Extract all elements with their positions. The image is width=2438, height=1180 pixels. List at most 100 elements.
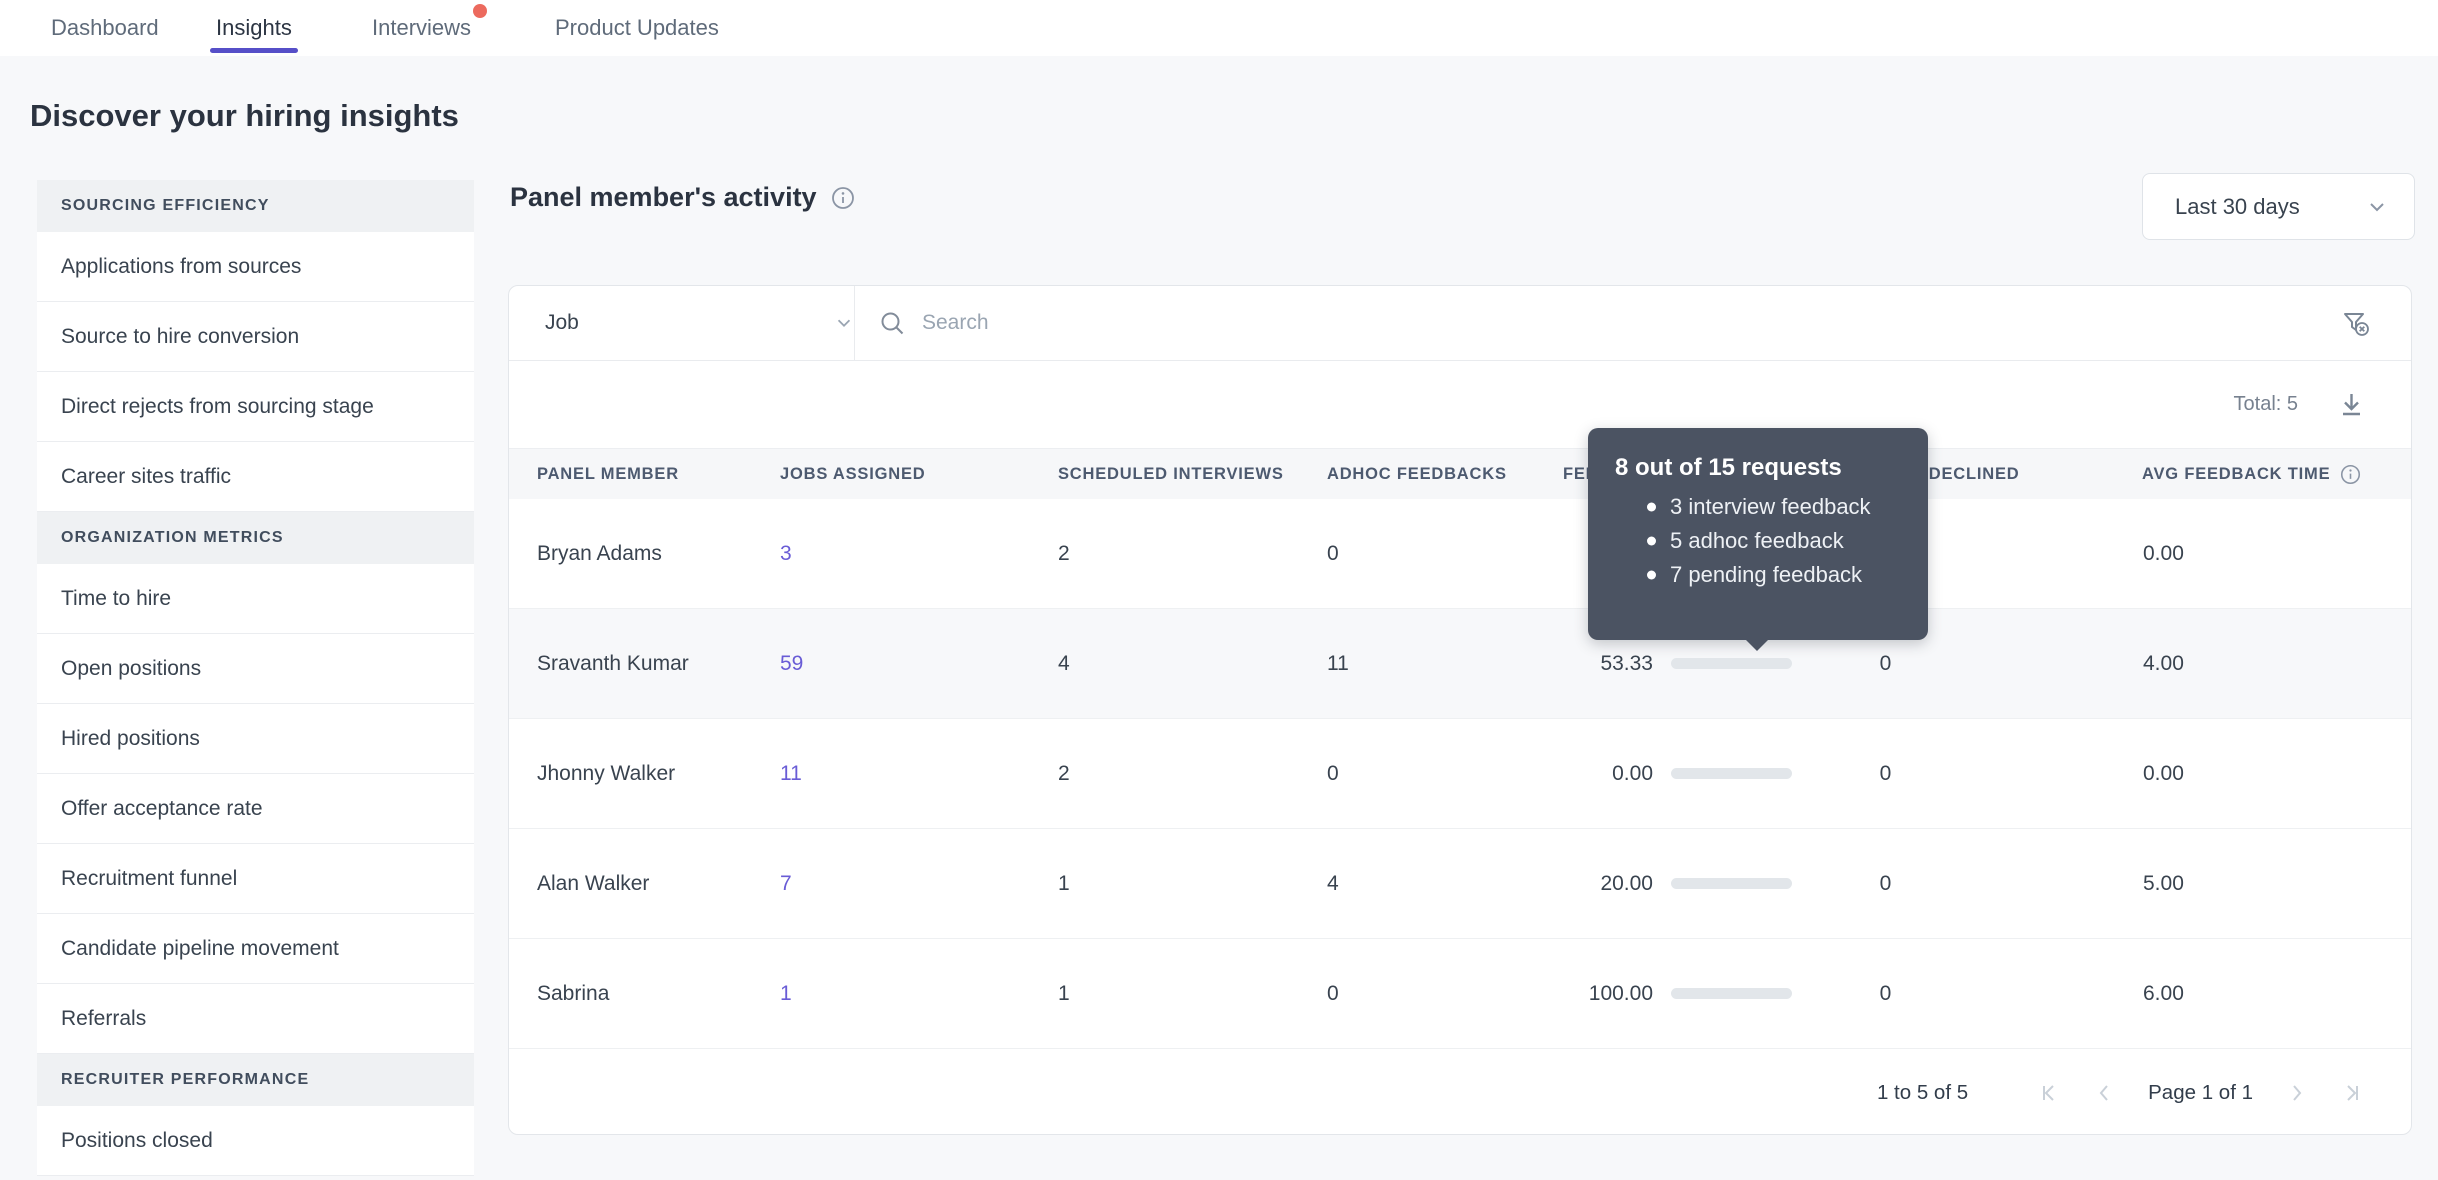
sidebar-section-header-0: SOURCING EFFICIENCY [37,180,474,232]
filter-row: Job [509,286,2411,361]
table-header-row: PANEL MEMBER JOBS ASSIGNED SCHEDULED INTER… [509,448,2411,499]
feedback-percent-value: 100.00 [1588,981,1653,1005]
feedback-percent-value: 0.00 [1612,761,1653,785]
job-filter-dropdown[interactable]: Job [509,311,854,335]
tab-interviews[interactable]: Interviews [372,0,488,56]
search-input[interactable] [922,311,1822,335]
top-nav: Dashboard Insights Interviews Product Up… [0,0,2438,56]
pagination-page: Page 1 of 1 [2148,1080,2253,1104]
adhoc-feedbacks-cell: 0 [1327,761,1339,785]
sidebar-item-referrals[interactable]: Referrals [37,984,474,1054]
total-row: Total: 5 [509,361,2411,448]
interviews-declined-cell: 0 [1879,761,1892,785]
tab-interviews-label: Interviews [372,15,472,40]
sidebar-item-source-to-hire-conversion[interactable]: Source to hire conversion [37,302,474,372]
tab-insights[interactable]: Insights [210,0,298,56]
avg-feedback-time-cell: 4.00 [2143,651,2184,675]
table-row: Bryan Adams 3 2 0 0.00 [509,499,2411,609]
tooltip-item: 5 adhoc feedback [1670,528,1844,553]
tooltip-item: 7 pending feedback [1670,562,1863,587]
panel-title: Panel member's activity [510,182,817,212]
tooltip-arrow [1745,639,1769,651]
feedback-tooltip: 8 out of 15 requests 3 interview feedbac… [1588,428,1928,651]
column-header-3: SCHEDULED INTERVIEWS [1058,464,1284,483]
jobs-assigned-link[interactable]: 7 [780,871,792,895]
filter-separator [854,286,855,360]
sidebar-item-time-to-hire[interactable]: Time to hire [37,564,474,634]
panel-member-cell: Sabrina [537,981,610,1005]
panel-member-cell: Bryan Adams [537,541,662,565]
sidebar-item-career-sites-traffic[interactable]: Career sites traffic [37,442,474,512]
last-page-icon[interactable] [2339,1080,2365,1106]
avg-feedback-time-cell: 6.00 [2143,981,2184,1005]
feedback-progress-bar[interactable] [1671,768,1792,779]
column-header-4: ADHOC FEEDBACKS [1327,464,1507,483]
adhoc-feedbacks-cell: 0 [1327,541,1339,565]
sidebar-item-candidate-pipeline-movement[interactable]: Candidate pipeline movement [37,914,474,984]
job-filter-label: Job [545,311,579,334]
sidebar-item-recruitment-funnel[interactable]: Recruitment funnel [37,844,474,914]
table-row: Alan Walker 7 1 4 20.00 0 5.00 [509,829,2411,939]
chevron-down-icon [2366,196,2388,218]
feedbacks-submitted-cell: 20.00 [1507,872,1813,896]
first-page-icon[interactable] [2036,1080,2062,1106]
tooltip-item: 3 interview feedback [1670,494,1871,519]
sidebar-item-hired-positions[interactable]: Hired positions [37,704,474,774]
date-range-dropdown[interactable]: Last 30 days [2142,173,2415,240]
panel-info-icon[interactable] [831,186,855,210]
sidebar-item-applications-from-sources[interactable]: Applications from sources [37,232,474,302]
insights-sidebar: SOURCING EFFICIENCY Applications from sou… [37,180,474,1176]
sidebar-section-header-2: RECRUITER PERFORMANCE [37,1054,474,1106]
active-tab-underline [210,48,298,53]
column-header-7-label: AVG FEEDBACK TIME [2142,464,2331,483]
chevron-down-icon [834,313,854,333]
scheduled-interviews-cell: 2 [1058,761,1070,785]
info-icon[interactable] [2340,464,2361,485]
adhoc-feedbacks-cell: 0 [1327,981,1339,1005]
sidebar-item-positions-closed[interactable]: Positions closed [37,1106,474,1176]
jobs-assigned-link[interactable]: 11 [780,761,802,785]
jobs-assigned-link[interactable]: 3 [780,541,792,565]
feedback-progress-bar[interactable] [1671,988,1792,999]
page-title: Discover your hiring insights [30,98,459,133]
sidebar-item-open-positions[interactable]: Open positions [37,634,474,704]
column-header-1: PANEL MEMBER [537,464,679,483]
tab-dashboard[interactable]: Dashboard [51,15,159,40]
jobs-assigned-link[interactable]: 59 [780,651,804,675]
feedbacks-submitted-cell: 0.00 [1507,762,1813,786]
interviews-declined-cell: 0 [1879,981,1892,1005]
date-range-value: Last 30 days [2175,193,2300,219]
scheduled-interviews-cell: 1 [1058,871,1070,895]
prev-page-icon[interactable] [2092,1080,2118,1106]
feedback-percent-value: 20.00 [1600,871,1653,895]
sidebar-item-offer-acceptance-rate[interactable]: Offer acceptance rate [37,774,474,844]
panel-member-cell: Jhonny Walker [537,761,676,785]
total-count: Total: 5 [2233,393,2298,415]
tab-insights-label: Insights [216,15,292,40]
next-page-icon[interactable] [2283,1080,2309,1106]
pagination-range: 1 to 5 of 5 [1876,1080,1969,1104]
pagination-row: 1 to 5 of 5 Page 1 of 1 [509,1049,2411,1134]
adhoc-feedbacks-cell: 4 [1327,871,1339,895]
scheduled-interviews-cell: 2 [1058,541,1070,565]
avg-feedback-time-cell: 0.00 [2143,541,2184,565]
search-icon [879,310,906,337]
feedbacks-submitted-cell: 100.00 [1507,982,1813,1006]
tab-product-updates[interactable]: Product Updates [555,15,719,40]
feedback-progress-bar[interactable] [1671,878,1792,889]
panel-activity-card: Job Total: 5 [508,285,2412,1135]
feedback-percent-value: 53.33 [1600,651,1653,675]
adhoc-feedbacks-cell: 11 [1327,651,1349,675]
table-row: Jhonny Walker 11 2 0 0.00 0 0.00 [509,719,2411,829]
avg-feedback-time-cell: 0.00 [2143,761,2184,785]
feedback-progress-bar[interactable] [1671,658,1792,669]
download-icon[interactable] [2336,389,2367,420]
jobs-assigned-link[interactable]: 1 [780,981,792,1005]
table-body: Bryan Adams 3 2 0 0.00 Sravanth Kumar 59 4 11 53.… [509,499,2411,1049]
feedbacks-submitted-cell: 53.33 [1507,652,1813,676]
table-row: Sabrina 1 1 0 100.00 0 6.00 [509,939,2411,1049]
clear-filter-icon[interactable] [2339,307,2371,339]
sidebar-item-direct-rejects-from-sourcing-stage[interactable]: Direct rejects from sourcing stage [37,372,474,442]
interviews-declined-cell: 0 [1879,651,1892,675]
